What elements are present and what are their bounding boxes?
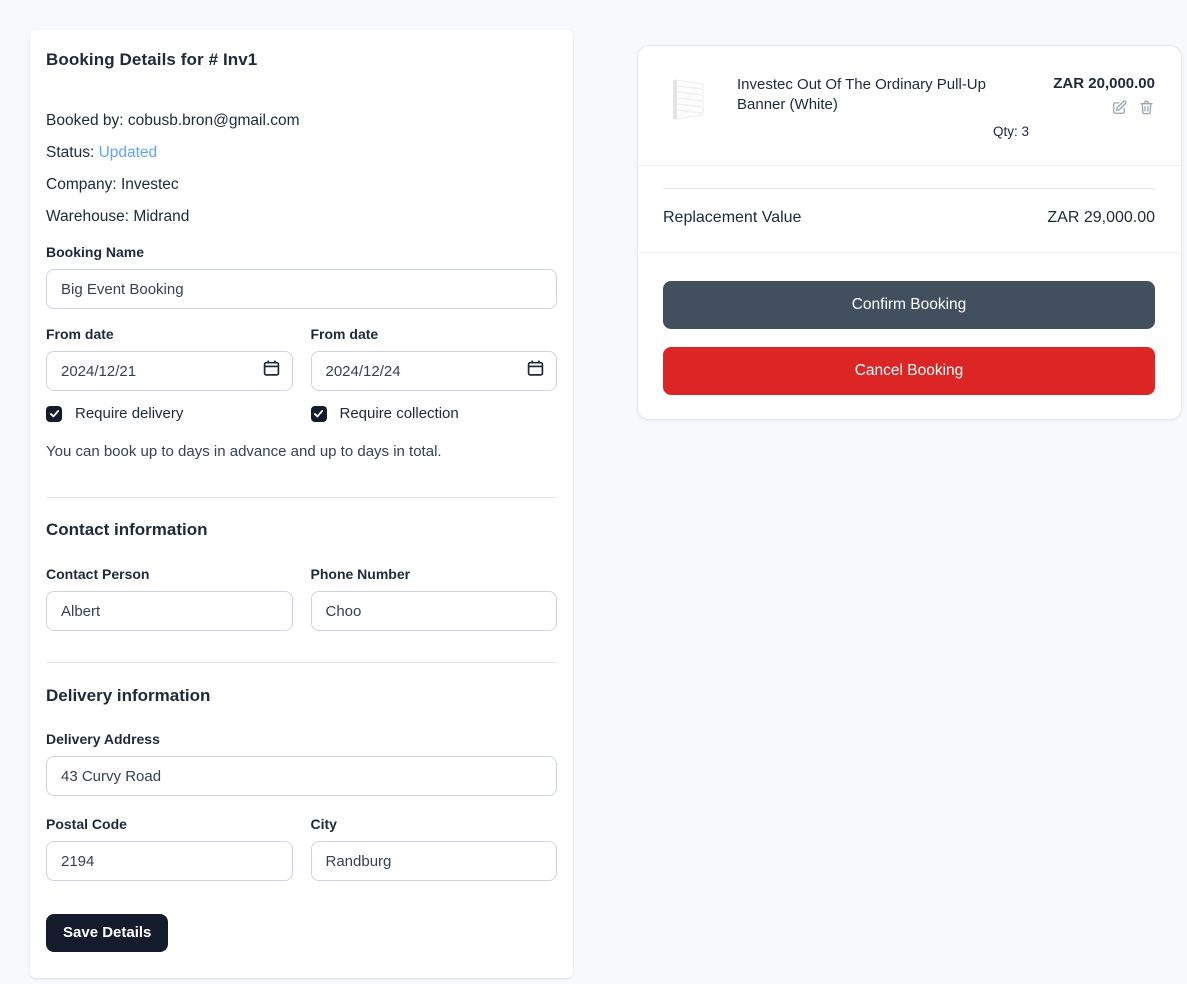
warehouse-value: Midrand bbox=[133, 208, 190, 225]
replacement-value-label: Replacement Value bbox=[663, 209, 802, 226]
product-name: Investec Out Of The Ordinary Pull-Up Ban… bbox=[737, 76, 986, 113]
product-info: Investec Out Of The Ordinary Pull-Up Ban… bbox=[737, 71, 1029, 139]
contact-section-heading: Contact information bbox=[46, 520, 208, 539]
postal-code-input[interactable] bbox=[46, 841, 293, 881]
product-price-actions: ZAR 20,000.00 bbox=[1035, 71, 1155, 139]
replacement-value-row: Replacement Value ZAR 29,000.00 bbox=[638, 209, 1181, 227]
delivery-address-input[interactable] bbox=[46, 756, 557, 796]
page-title: Booking Details for # Inv1 bbox=[46, 50, 258, 69]
city-label: City bbox=[310, 816, 337, 832]
from-date-input[interactable] bbox=[46, 351, 293, 391]
delivery-section-heading: Delivery information bbox=[46, 686, 211, 705]
from-date-label: From date bbox=[46, 326, 114, 342]
booking-details-card: Booking Details for # Inv1 Booked by: co… bbox=[30, 30, 573, 978]
section-divider bbox=[46, 497, 557, 498]
calendar-icon[interactable] bbox=[527, 359, 544, 376]
require-collection-label: Require collection bbox=[339, 405, 459, 422]
booking-limit-note: You can book up to days in advance and u… bbox=[46, 443, 442, 460]
status-line: Status: Updated bbox=[46, 144, 557, 161]
confirm-booking-button[interactable]: Confirm Booking bbox=[663, 281, 1155, 329]
booking-name-label: Booking Name bbox=[46, 244, 145, 260]
postal-code-label: Postal Code bbox=[46, 816, 127, 832]
product-quantity: Qty: 3 bbox=[992, 124, 1029, 139]
check-icon bbox=[49, 410, 59, 418]
company-line: Company: Investec bbox=[46, 176, 557, 193]
booked-by-line: Booked by: cobusb.bron@gmail.com bbox=[46, 112, 557, 129]
status-label: Status: bbox=[46, 144, 99, 161]
to-date-input[interactable] bbox=[310, 351, 557, 391]
save-details-button[interactable]: Save Details bbox=[46, 914, 169, 952]
replacement-value-amount: ZAR 29,000.00 bbox=[1047, 209, 1155, 226]
company-value: Investec bbox=[120, 176, 179, 193]
company-label: Company: bbox=[46, 176, 121, 193]
cancel-booking-button[interactable]: Cancel Booking bbox=[663, 347, 1155, 395]
booking-name-input[interactable] bbox=[46, 269, 557, 309]
card-section-divider: Replacement Value ZAR 29,000.00 bbox=[638, 165, 1181, 227]
trash-icon[interactable] bbox=[1138, 99, 1155, 116]
check-icon bbox=[313, 410, 324, 418]
cart-items-section: Investec Out Of The Ordinary Pull-Up Ban… bbox=[638, 46, 1181, 165]
product-image bbox=[663, 71, 713, 121]
product-price: ZAR 20,000.00 bbox=[1053, 75, 1155, 92]
require-delivery-checkbox[interactable] bbox=[46, 405, 62, 422]
contact-person-label: Contact Person bbox=[46, 566, 150, 582]
pull-up-banner-thumbnail bbox=[673, 79, 704, 120]
status-badge: Updated bbox=[98, 144, 158, 161]
booking-info: Booked by: cobusb.bron@gmail.com Status:… bbox=[46, 112, 557, 225]
booking-actions-section: Confirm Booking Cancel Booking bbox=[638, 252, 1181, 419]
require-collection-checkbox[interactable] bbox=[310, 405, 327, 422]
warehouse-label: Warehouse: bbox=[46, 208, 134, 225]
cart-item-row: Investec Out Of The Ordinary Pull-Up Ban… bbox=[663, 71, 1155, 139]
delivery-address-label: Delivery Address bbox=[46, 731, 160, 747]
to-date-label: From date bbox=[310, 326, 379, 342]
phone-number-label: Phone Number bbox=[310, 566, 411, 582]
require-delivery-label: Require delivery bbox=[75, 405, 184, 422]
order-summary-card: Investec Out Of The Ordinary Pull-Up Ban… bbox=[637, 45, 1182, 420]
booked-by-value: cobusb.bron@gmail.com bbox=[127, 112, 300, 129]
section-divider bbox=[46, 662, 557, 663]
booked-by-label: Booked by: bbox=[46, 112, 128, 129]
warehouse-line: Warehouse: Midrand bbox=[46, 208, 557, 225]
phone-number-input[interactable] bbox=[310, 591, 557, 631]
product-actions bbox=[1035, 99, 1155, 116]
edit-icon[interactable] bbox=[1111, 99, 1128, 116]
city-input[interactable] bbox=[310, 841, 557, 881]
calendar-icon[interactable] bbox=[263, 359, 280, 376]
subtotal-divider bbox=[663, 188, 1155, 189]
contact-person-input[interactable] bbox=[46, 591, 293, 631]
